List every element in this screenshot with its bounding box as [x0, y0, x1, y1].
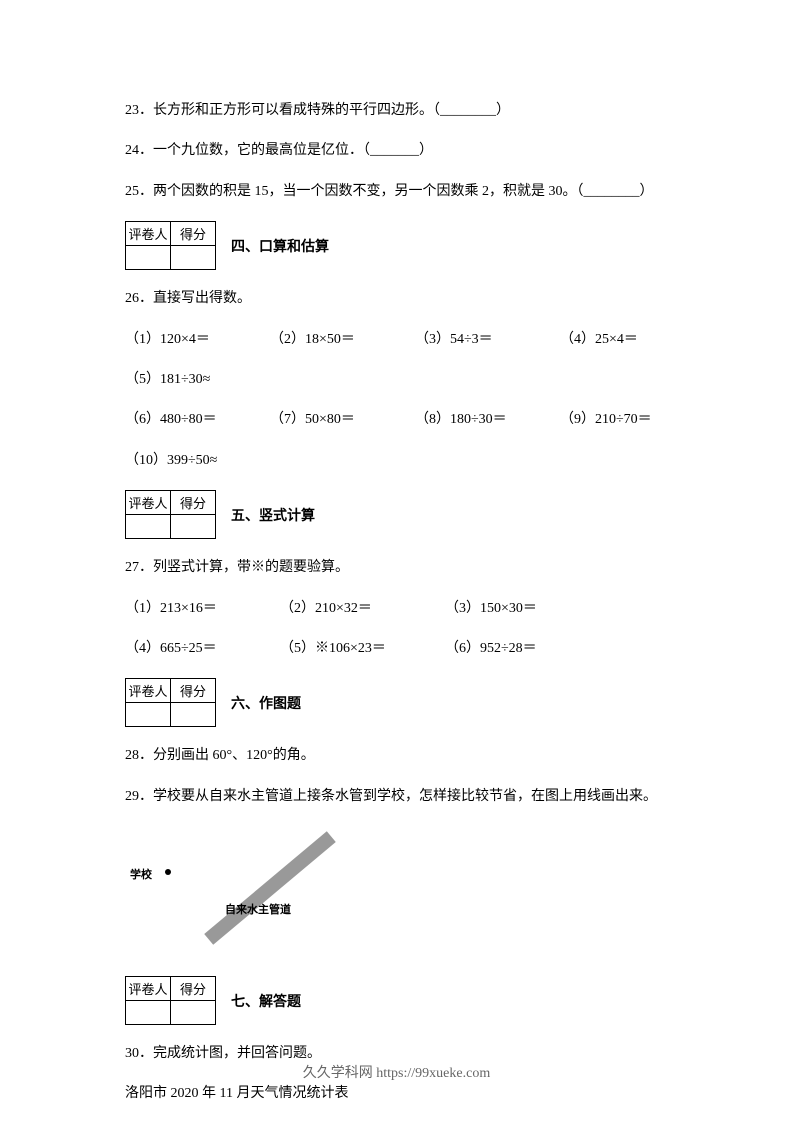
score-col-grader: 评卷人	[126, 491, 171, 515]
question-30-sub: 洛阳市 2020 年 11 月天气情况统计表	[125, 1083, 668, 1105]
pipe-diagram: 学校 自来水主管道	[125, 826, 405, 956]
score-cell-empty[interactable]	[171, 515, 216, 539]
score-table-6: 评卷人 得分	[125, 678, 216, 727]
section-7-title: 七、解答题	[231, 991, 301, 1011]
section-5-title: 五、竖式计算	[231, 505, 315, 525]
page-footer: 久久学科网 https://99xueke.com	[0, 1062, 793, 1082]
calc-item: （4）665÷25＝	[125, 638, 280, 660]
section-4-title: 四、口算和估算	[231, 236, 329, 256]
question-23: 23．长方形和正方形可以看成特殊的平行四边形。（________）	[125, 100, 668, 122]
calc-row-27-2: （4）665÷25＝ （5）※106×23＝ （6）952÷28＝	[125, 638, 668, 660]
calc-item: （9）210÷70＝	[560, 409, 652, 431]
calc-row-27-1: （1）213×16＝ （2）210×32＝ （3）150×30＝	[125, 598, 668, 620]
score-cell-empty[interactable]	[171, 703, 216, 727]
score-col-grader: 评卷人	[126, 977, 171, 1001]
score-cell-empty[interactable]	[126, 1001, 171, 1025]
question-27: 27．列竖式计算，带※的题要验算。	[125, 557, 668, 579]
score-cell-empty[interactable]	[126, 515, 171, 539]
calc-item: （1）120×4＝	[125, 329, 270, 351]
calc-item: （4）25×4＝	[560, 329, 638, 351]
score-col-grader: 评卷人	[126, 679, 171, 703]
school-dot-icon	[165, 869, 171, 875]
section-5-header: 评卷人 得分 五、竖式计算	[125, 490, 668, 539]
section-6-header: 评卷人 得分 六、作图题	[125, 678, 668, 727]
score-cell-empty[interactable]	[171, 1001, 216, 1025]
calc-item: （2）18×50＝	[270, 329, 415, 351]
school-label: 学校	[130, 866, 152, 882]
score-cell-empty[interactable]	[126, 703, 171, 727]
calc-item: （8）180÷30＝	[415, 409, 560, 431]
score-col-score: 得分	[171, 222, 216, 246]
calc-item: （6）480÷80＝	[125, 409, 270, 431]
calc-row-2: （5）181÷30≈	[125, 369, 668, 391]
score-col-grader: 评卷人	[126, 222, 171, 246]
score-col-score: 得分	[171, 491, 216, 515]
score-cell-empty[interactable]	[126, 246, 171, 270]
calc-row-3: （6）480÷80＝ （7）50×80＝ （8）180÷30＝ （9）210÷7…	[125, 409, 668, 431]
score-cell-empty[interactable]	[171, 246, 216, 270]
calc-item: （2）210×32＝	[280, 598, 445, 620]
pipe-icon	[204, 831, 336, 945]
calc-item: （3）54÷3＝	[415, 329, 560, 351]
question-25: 25．两个因数的积是 15，当一个因数不变，另一个因数乘 2，积就是 30。（_…	[125, 181, 668, 203]
section-6-title: 六、作图题	[231, 693, 301, 713]
section-7-header: 评卷人 得分 七、解答题	[125, 976, 668, 1025]
score-table-5: 评卷人 得分	[125, 490, 216, 539]
calc-row-4: （10）399÷50≈	[125, 450, 668, 472]
question-26: 26．直接写出得数。	[125, 288, 668, 310]
section-4-header: 评卷人 得分 四、口算和估算	[125, 221, 668, 270]
calc-item: （7）50×80＝	[270, 409, 415, 431]
pipe-label: 自来水主管道	[225, 901, 291, 917]
calc-item: （3）150×30＝	[445, 598, 537, 620]
score-col-score: 得分	[171, 679, 216, 703]
calc-item: （5）※106×23＝	[280, 638, 445, 660]
score-col-score: 得分	[171, 977, 216, 1001]
question-28: 28．分别画出 60°、120°的角。	[125, 745, 668, 767]
score-table-4: 评卷人 得分	[125, 221, 216, 270]
calc-item: （1）213×16＝	[125, 598, 280, 620]
calc-row-1: （1）120×4＝ （2）18×50＝ （3）54÷3＝ （4）25×4＝	[125, 329, 668, 351]
score-table-7: 评卷人 得分	[125, 976, 216, 1025]
calc-item: （6）952÷28＝	[445, 638, 537, 660]
question-24: 24．一个九位数，它的最高位是亿位．（_______）	[125, 140, 668, 162]
question-29: 29．学校要从自来水主管道上接条水管到学校，怎样接比较节省，在图上用线画出来。	[125, 786, 668, 808]
